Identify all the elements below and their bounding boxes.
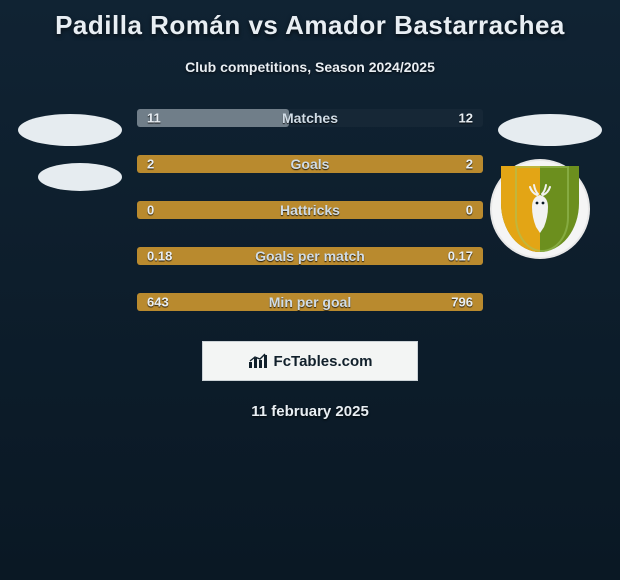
deer-icon [520,183,560,235]
chart-icon [248,353,268,369]
stat-bars: 11 Matches 12 2 Goals 2 0 Hattricks 0 0.18 Goals p… [137,109,483,311]
stat-value-right: 796 [451,295,473,310]
stat-value-right: 0.17 [448,249,473,264]
stat-value-right: 12 [459,111,473,126]
page-title: Padilla Román vs Amador Bastarrachea [10,10,610,41]
brand-box: FcTables.com [202,341,418,381]
stat-row: 11 Matches 12 [137,109,483,127]
stat-value-right: 0 [466,203,473,218]
stat-value-left: 2 [147,157,154,172]
player-right-avatar [498,114,602,146]
club-crest-icon [501,166,579,252]
comparison-card: Padilla Román vs Amador Bastarrachea Clu… [0,0,620,580]
stat-row: 0.18 Goals per match 0.17 [137,247,483,265]
stat-value-left: 11 [147,111,161,126]
stat-value-left: 643 [147,295,169,310]
stat-label: Hattricks [280,202,340,218]
player-left-avatar-2 [38,163,122,191]
date-label: 11 february 2025 [10,403,610,420]
stat-label: Goals [291,156,330,172]
stat-row: 2 Goals 2 [137,155,483,173]
club-badge-right [490,159,590,259]
subtitle: Club competitions, Season 2024/2025 [10,59,610,75]
comparison-arena: 11 Matches 12 2 Goals 2 0 Hattricks 0 0.18 Goals p… [10,109,610,311]
stat-row: 0 Hattricks 0 [137,201,483,219]
stat-label: Matches [282,110,338,126]
brand-text: FcTables.com [274,353,373,370]
stat-label: Min per goal [269,294,351,310]
stat-value-right: 2 [466,157,473,172]
stat-value-left: 0 [147,203,154,218]
player-left-avatar-1 [18,114,122,146]
stat-value-left: 0.18 [147,249,172,264]
stat-label: Goals per match [255,248,365,264]
stat-row: 643 Min per goal 796 [137,293,483,311]
